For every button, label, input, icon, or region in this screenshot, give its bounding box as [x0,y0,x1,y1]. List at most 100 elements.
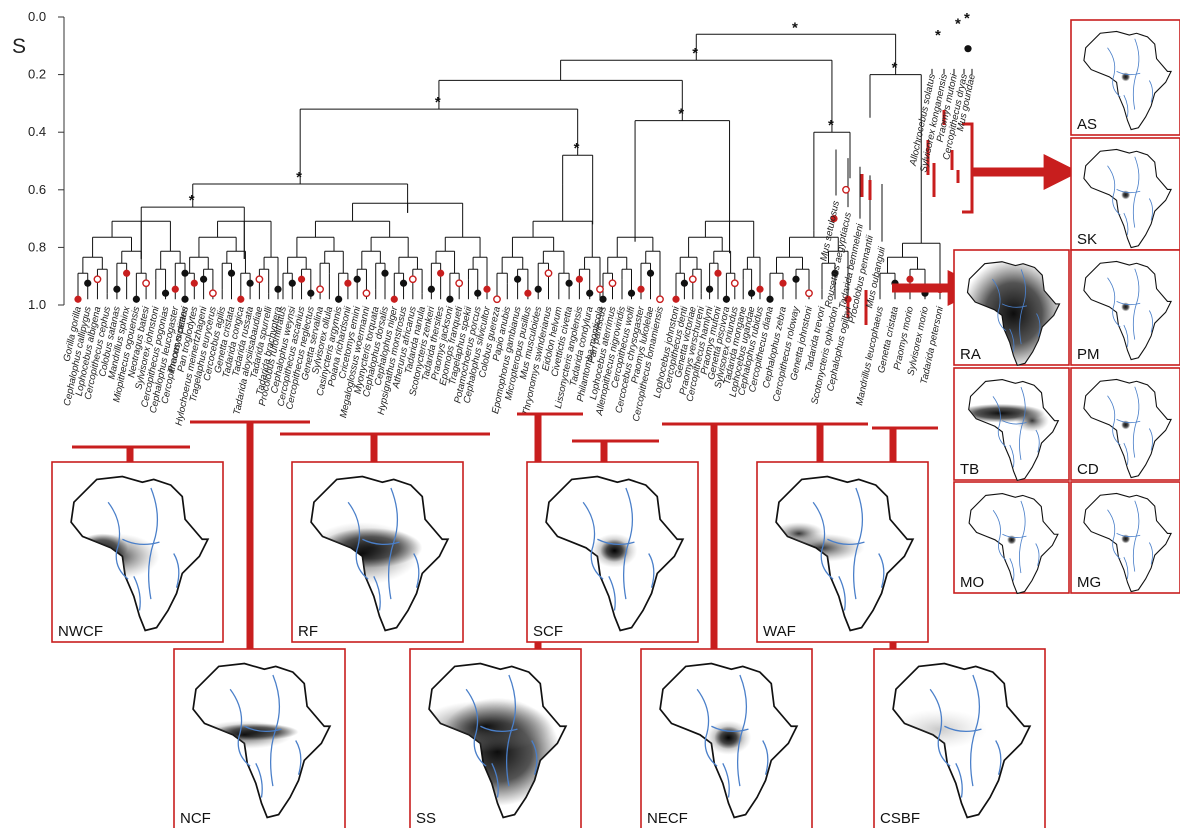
river [465,688,487,767]
tip-marker-black [831,269,839,277]
tip-marker-open [142,279,150,288]
tip-marker-black [599,295,607,303]
tip-marker-black [399,279,408,287]
africa-map [1083,378,1172,479]
river [929,688,951,767]
tip-marker-open [544,269,553,278]
axis-title: S [12,35,26,58]
river [1132,156,1140,228]
tip-marker-black [586,289,594,297]
river [992,278,1007,332]
africa-map [1083,30,1172,131]
river [582,501,604,580]
africa-map [968,492,1059,595]
tip-marker-black [565,279,573,287]
river [1132,268,1140,340]
river [1148,80,1153,103]
tip-marker-red [756,285,764,293]
river [505,674,516,787]
support-star: * [955,16,961,33]
tip-marker-black [132,295,140,303]
tip-marker-red [297,275,306,283]
tip-marker-red [190,279,198,287]
river [969,674,980,787]
river [992,509,1007,561]
tip-marker-red [575,275,584,283]
map-label: MG [1077,574,1101,591]
tip-marker-red [779,279,787,287]
tip-marker-black [646,269,655,277]
tip-marker-black [534,285,542,293]
tip-marker-red [830,215,838,223]
river [711,725,749,733]
tip-marker-open [93,275,102,284]
tip-marker-black [514,275,522,283]
river [597,538,635,546]
river [1019,386,1026,460]
map-label: SS [416,810,436,827]
river [878,553,885,588]
river [491,763,499,798]
support-star: * [678,106,684,123]
range-map-csbf: CSBF [873,648,1046,828]
tip-marker-red [123,269,131,277]
tip-marker-black [274,285,282,293]
river [244,725,282,733]
river [622,487,633,600]
river [1107,509,1121,560]
map-label: SK [1077,231,1097,248]
tip-marker-black [446,295,454,303]
range-map-mo: MO [953,481,1070,595]
river [269,674,280,787]
range-map-necf: NECF [640,648,813,828]
river [1001,303,1028,308]
map-label: RA [960,346,981,363]
support-star: * [296,169,302,186]
tick-label: 0.2 [28,67,46,82]
map-label: NWCF [58,623,103,640]
river [1107,395,1121,446]
river [812,501,834,580]
range-map-mg: MG [1070,481,1180,594]
map-label: AS [1077,116,1097,133]
river [1035,543,1040,566]
map-label: CSBF [880,810,920,827]
river [1123,94,1129,117]
tip-marker-open [608,279,617,288]
range-map-nwcf: NWCF [51,461,224,643]
range-map-rf: RF [291,461,464,643]
river [1036,313,1041,337]
river [1116,71,1141,76]
tip-marker-open [493,295,501,304]
tip-marker-black [381,269,389,277]
range-map-tb: TB [953,367,1070,481]
support-star: * [435,94,441,111]
range-map-ncf: NCF [173,648,346,828]
river [1116,189,1141,194]
river [1009,328,1015,352]
tip-marker-red [483,285,491,293]
support-star: * [574,140,580,157]
river [1132,386,1140,458]
tip-marker-open [842,185,850,194]
support-star: * [964,10,970,27]
range-map-waf: WAF [756,461,929,643]
tip-marker-open [455,279,464,288]
map-label: CD [1077,461,1099,478]
river [1132,38,1140,110]
river [387,487,398,600]
tip-marker-black [427,285,435,293]
river [995,740,1002,775]
tip-marker-red [171,285,179,293]
river [347,501,369,580]
river [1148,428,1153,451]
river [762,740,769,775]
river [173,553,180,588]
river [722,763,730,798]
tip-marker-black [113,285,121,293]
support-star: * [189,192,195,209]
support-star: * [828,117,834,134]
range-map-pm: PM [1070,249,1180,366]
tip-marker-red [672,295,680,303]
map-label: SCF [533,623,563,640]
